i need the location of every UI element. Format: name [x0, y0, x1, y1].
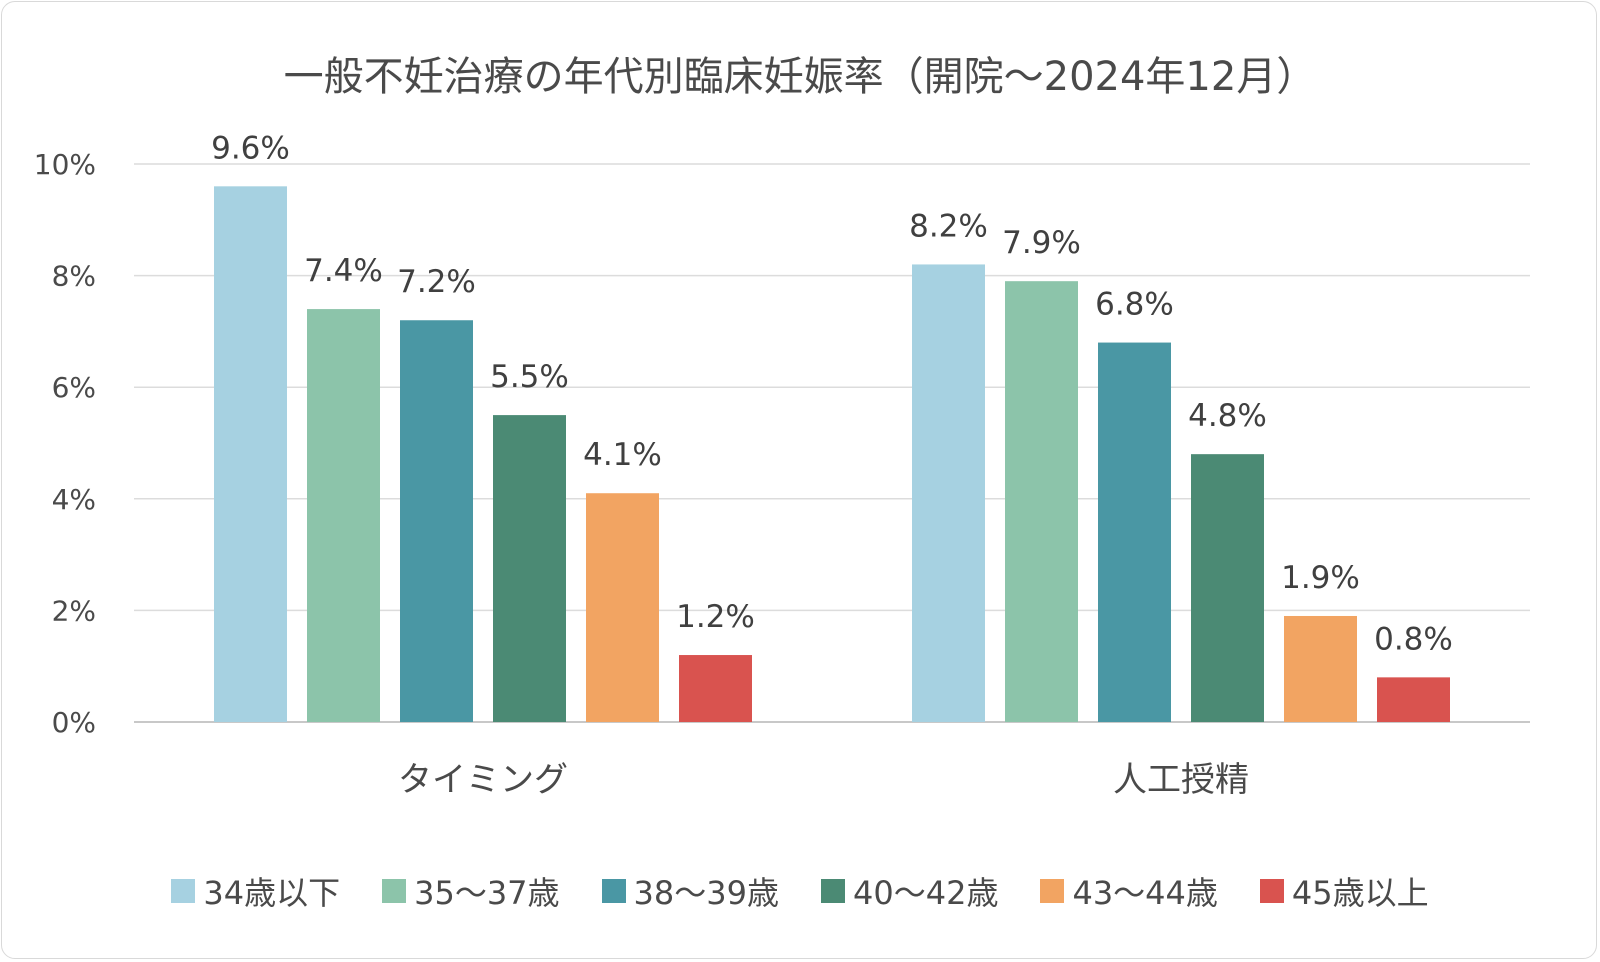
legend-item: 45歳以上	[1259, 868, 1429, 914]
legend-swatch	[601, 879, 626, 903]
legend-label: 38～39歳	[633, 874, 779, 912]
bar	[1191, 454, 1264, 722]
data-label: 7.2%	[397, 264, 476, 300]
legend-label: 43～44歳	[1072, 874, 1218, 912]
legend-item: 38～39歳	[601, 868, 779, 914]
y-axis: 0% 2% 4% 6% 8% 10%	[34, 148, 96, 739]
chart-title: 一般不妊治療の年代別臨床妊娠率（開院～2024年12月）	[283, 54, 1317, 100]
y-tick-label: 8%	[52, 260, 96, 293]
y-tick-label: 4%	[52, 483, 96, 516]
data-label: 9.6%	[211, 130, 290, 166]
bar	[400, 320, 473, 722]
data-label: 6.8%	[1095, 287, 1174, 323]
bar	[307, 309, 380, 722]
legend-swatch	[821, 879, 845, 903]
legend-label: 40～42歳	[853, 874, 999, 912]
bars	[214, 186, 1450, 722]
data-label: 7.9%	[1002, 225, 1081, 261]
legend-label: 35～37歳	[414, 874, 560, 912]
legend-label: 45歳以上	[1291, 874, 1429, 912]
bar	[586, 493, 659, 722]
legend: 34歳以下 35～37歳 38～39歳 40～42歳 43～44歳 45歳以上	[0, 868, 1600, 914]
legend-swatch	[382, 879, 407, 903]
data-label: 7.4%	[304, 253, 383, 289]
legend-swatch	[1040, 879, 1065, 903]
data-label: 4.8%	[1188, 398, 1267, 434]
bar	[912, 264, 985, 722]
data-label: 8.2%	[909, 208, 988, 244]
legend-swatch	[1259, 879, 1284, 903]
legend-label: 34歳以下	[203, 874, 341, 912]
x-axis: タイミング 人工授精	[398, 760, 1249, 800]
bar	[214, 186, 287, 722]
data-label: 1.2%	[676, 599, 755, 635]
data-label: 5.5%	[490, 359, 569, 395]
data-label: 0.8%	[1374, 621, 1453, 657]
x-category-label: タイミング	[398, 760, 568, 800]
data-labels: 9.6% 7.4% 7.2% 5.5% 4.1% 1.2% 8.2% 7.9% 6.8% 4.8%…	[211, 130, 1453, 657]
y-tick-label: 2%	[52, 594, 96, 627]
bar	[493, 415, 566, 722]
bar	[1284, 615, 1357, 722]
legend-item: 40～42歳	[821, 868, 998, 914]
legend-item: 34歳以下	[171, 868, 340, 914]
bar	[1005, 281, 1078, 722]
y-tick-label: 10%	[34, 148, 96, 181]
bar	[679, 655, 752, 722]
legend-swatch	[171, 879, 196, 903]
data-label: 1.9%	[1281, 560, 1360, 596]
legend-item: 35～37歳	[382, 868, 560, 914]
x-category-label: 人工授精	[1113, 760, 1249, 800]
data-label: 4.1%	[583, 437, 662, 473]
y-tick-label: 0%	[52, 706, 96, 739]
legend-item: 43～44歳	[1040, 868, 1218, 914]
bar	[1098, 342, 1171, 722]
y-tick-label: 6%	[52, 371, 96, 404]
bar	[1377, 677, 1450, 722]
